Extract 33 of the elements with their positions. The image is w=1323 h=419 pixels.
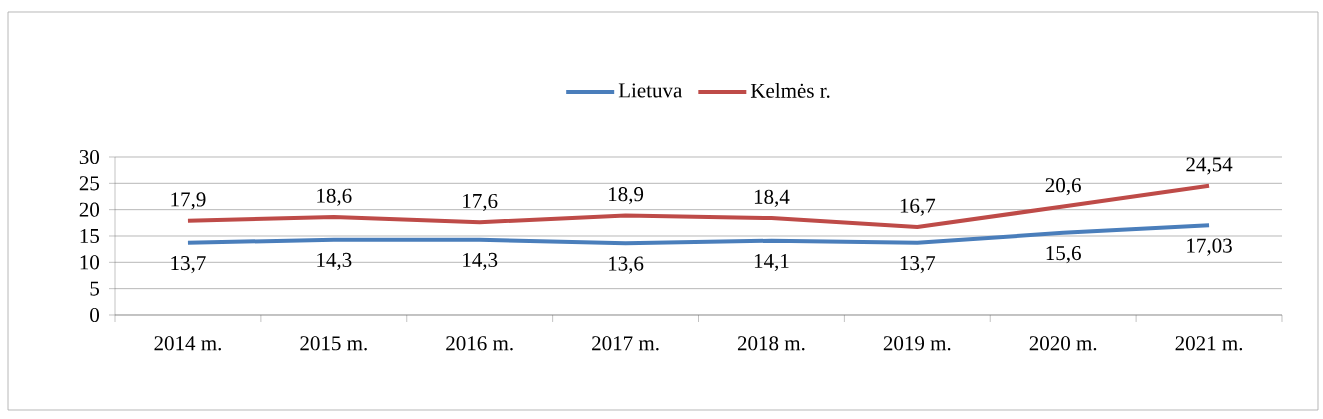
y-tick-label: 0 xyxy=(90,307,100,323)
x-tick-label: 2018 m. xyxy=(737,336,805,351)
data-label: 24,54 xyxy=(1186,157,1233,175)
data-label: 17,9 xyxy=(171,192,206,210)
data-label: 17,03 xyxy=(1187,238,1232,256)
data-label: 13,7 xyxy=(900,256,936,274)
data-label: 20,6 xyxy=(1045,178,1081,196)
y-tick-label: 25 xyxy=(79,176,99,191)
y-tick-label: 30 xyxy=(79,149,100,165)
x-tick-label: 2020 m. xyxy=(1029,336,1097,351)
x-tick-label: 2016 m. xyxy=(446,336,513,351)
data-label: 14,3 xyxy=(463,252,498,271)
y-tick-label: 20 xyxy=(79,202,100,217)
x-tick-label: 2021 m. xyxy=(1175,336,1243,351)
data-label: 17,6 xyxy=(463,193,498,212)
x-tick-label: 2014 m. xyxy=(154,336,221,351)
legend-label: Kelmės r. xyxy=(750,83,830,98)
data-label: 13,6 xyxy=(609,256,644,274)
data-label: 14,1 xyxy=(754,253,789,272)
data-label: 14,3 xyxy=(317,252,352,271)
x-tick-label: 2017 m. xyxy=(592,336,659,351)
data-label: 13,7 xyxy=(171,256,206,274)
x-tick-label: 2019 m. xyxy=(883,336,951,351)
data-label: 18,6 xyxy=(317,188,352,206)
y-tick-label: 10 xyxy=(80,255,100,270)
x-tick-label: 2015 m. xyxy=(300,336,367,351)
data-label: 15,6 xyxy=(1046,246,1081,264)
data-label: 16,7 xyxy=(900,198,936,216)
y-tick-label: 15 xyxy=(80,228,99,244)
legend-label: Lietuva xyxy=(618,83,683,98)
data-label: 18,4 xyxy=(754,189,790,207)
y-tick-label: 5 xyxy=(90,281,99,296)
data-label: 18,9 xyxy=(609,187,644,205)
